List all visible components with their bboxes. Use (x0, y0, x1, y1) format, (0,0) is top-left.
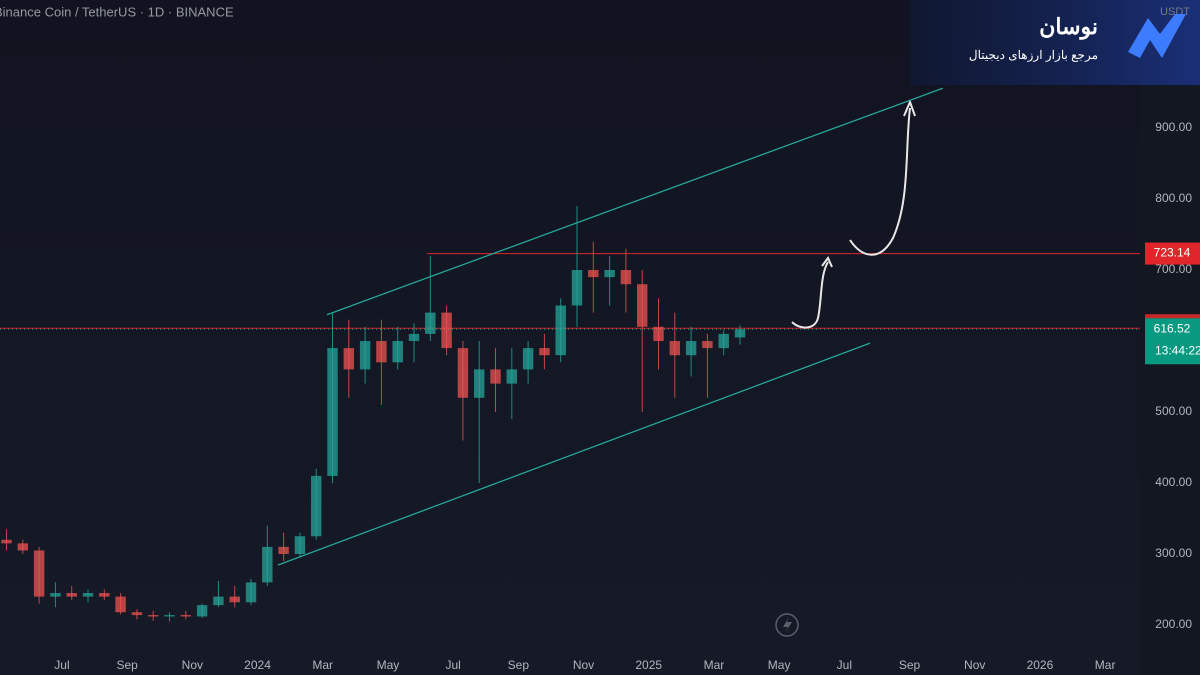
candle-body (604, 270, 615, 278)
candle-body (99, 593, 110, 597)
candle-body (262, 546, 273, 583)
candle-body (245, 582, 257, 603)
x-tick-label: Jul (445, 658, 460, 672)
candle-body (473, 369, 485, 398)
candle-body (213, 596, 224, 606)
x-tick-label: Jul (54, 658, 69, 672)
candle-body (392, 341, 403, 363)
candle-body (66, 593, 77, 597)
levels (0, 253, 1145, 330)
y-tick-label: 200.00 (1155, 617, 1192, 631)
y-tick-label: 400.00 (1155, 475, 1192, 489)
resistance-label: 723.14 (1154, 246, 1191, 260)
x-tick-label: May (768, 658, 791, 672)
candle-body (718, 333, 729, 349)
candle-body (148, 615, 159, 617)
candle-body (310, 475, 322, 537)
axes: 200.00300.00400.00500.00600.00700.00800.… (54, 120, 1200, 672)
candle-body (571, 270, 583, 306)
candle-body (33, 550, 45, 597)
x-tick-label: 2025 (635, 658, 662, 672)
candle-body (702, 341, 713, 349)
arrow-1 (791, 261, 829, 329)
brand-tagline: مرجع بازار ارزهای دیجیتال (969, 48, 1098, 62)
current-price-badge (1145, 318, 1200, 365)
candle-body (441, 312, 452, 349)
candle-body (653, 326, 664, 342)
candle-body (278, 546, 289, 555)
current-price-label: 616.52 (1154, 321, 1191, 335)
x-tick-label: Nov (964, 658, 985, 672)
candle-body (620, 270, 632, 285)
replay-bolt (783, 617, 792, 633)
candle-body (359, 341, 371, 370)
arrow-2 (849, 107, 911, 256)
brand-name: نوسان (1039, 14, 1098, 40)
x-tick-label: 2026 (1027, 658, 1054, 672)
x-tick-label: Mar (704, 658, 725, 672)
x-tick-label: Sep (899, 658, 921, 672)
replay-icon[interactable] (775, 613, 799, 637)
candle-body (636, 284, 648, 327)
channel-line (326, 87, 943, 316)
y-tick-label: 500.00 (1155, 404, 1192, 418)
candle-body (115, 596, 126, 613)
candle-body (164, 615, 175, 617)
candle-body (180, 615, 192, 617)
candle-body (17, 543, 29, 551)
candle-body (229, 596, 240, 603)
candle-body (196, 605, 208, 617)
candle-body (555, 305, 566, 356)
resistance-badge (1145, 242, 1200, 265)
candle-body (490, 369, 501, 384)
chart-title: Binance Coin / TetherUS · 1D · BINANCE (0, 4, 234, 19)
x-tick-label: Mar (312, 658, 333, 672)
candle-body (1, 539, 12, 544)
arrow-2-head (903, 99, 916, 117)
candle-body (588, 270, 599, 278)
x-tick-label: 2024 (244, 658, 271, 672)
brand-logo (1128, 14, 1186, 58)
candle-body (50, 593, 61, 597)
candle-body (294, 536, 306, 555)
candle-body (457, 348, 469, 398)
candle-body (685, 341, 697, 356)
x-tick-label: Sep (116, 658, 138, 672)
candle-body (669, 341, 681, 356)
x-tick-label: Sep (508, 658, 530, 672)
channel-line (277, 342, 871, 566)
x-tick-label: Nov (182, 658, 203, 672)
candle-body (131, 612, 143, 616)
y-tick-label: 900.00 (1155, 120, 1192, 134)
x-tick-label: May (377, 658, 400, 672)
candle-body (343, 348, 355, 370)
brand-banner (910, 0, 1200, 85)
candle-body (734, 329, 746, 338)
x-tick-label: Mar (1095, 658, 1116, 672)
y-tick-label: 800.00 (1155, 191, 1192, 205)
candle-body (522, 348, 534, 370)
candles (1, 206, 746, 622)
candle-body (82, 593, 94, 597)
candle-body (376, 341, 387, 363)
drawings (277, 87, 943, 637)
countdown-label: 13:44:22 (1155, 343, 1200, 357)
candle-body (425, 312, 436, 334)
candle-body (408, 333, 420, 342)
candle-body (506, 369, 518, 384)
candle-body (539, 348, 550, 356)
candle-body (327, 348, 338, 476)
x-tick-label: Jul (837, 658, 852, 672)
x-tick-label: Nov (573, 658, 594, 672)
y-tick-label: 300.00 (1155, 546, 1192, 560)
y-tick-label: 700.00 (1155, 262, 1192, 276)
arrow-1-head (821, 256, 833, 268)
